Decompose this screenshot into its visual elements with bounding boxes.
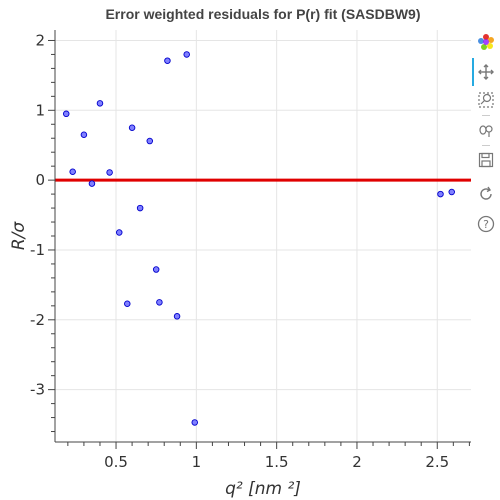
y-tick-label: -2 <box>30 311 45 329</box>
grid <box>55 30 471 442</box>
chart-title: Error weighted residuals for P(r) fit (S… <box>105 6 421 22</box>
data-point <box>128 124 136 132</box>
data-point <box>152 266 160 273</box>
x-axis-label: q² [nm ²] <box>225 479 301 499</box>
bokeh-logo-icon[interactable] <box>476 32 496 52</box>
svg-text:?: ? <box>483 218 489 231</box>
y-tick-label: 1 <box>35 101 45 119</box>
data-point <box>164 57 171 64</box>
y-tick-label: -1 <box>30 241 45 259</box>
data-point <box>191 419 198 426</box>
save-tool-icon[interactable] <box>476 150 496 170</box>
y-axis-label: R/σ <box>9 221 29 251</box>
y-tick-label: -3 <box>30 381 45 399</box>
y-tick-label: 0 <box>35 171 45 189</box>
data-point <box>62 110 70 118</box>
x-tick-label: 1 <box>192 453 202 471</box>
x-tick-label: 1.5 <box>265 453 289 471</box>
data-point <box>437 190 444 198</box>
y-tick-label: 2 <box>35 31 45 49</box>
data-point <box>69 168 76 176</box>
x-tick-label: 0.5 <box>104 453 128 471</box>
reset-tool-icon[interactable] <box>476 184 496 204</box>
help-tool-icon[interactable]: ? <box>476 214 496 234</box>
axes: 0.5 1 1.5 2 2.5 2 1 0 -1 -2 -3 <box>30 30 471 471</box>
data-point <box>156 299 163 306</box>
data-point <box>183 51 190 58</box>
box-zoom-tool-icon[interactable] <box>476 90 496 110</box>
data-point <box>173 313 181 320</box>
wheel-zoom-tool-icon[interactable] <box>476 120 496 140</box>
x-tick-label: 2 <box>352 453 362 471</box>
data-point <box>136 204 144 212</box>
plot-toolbar: ? <box>472 26 500 266</box>
pan-tool-icon[interactable] <box>476 62 496 82</box>
data-point <box>88 180 96 187</box>
plot-area[interactable] <box>55 30 471 442</box>
data-point <box>80 131 88 138</box>
data-point <box>115 229 123 236</box>
data-point <box>124 300 131 307</box>
data-point <box>96 100 104 107</box>
data-point <box>146 137 154 145</box>
x-tick-label: 2.5 <box>425 453 449 471</box>
points-layer <box>62 51 455 426</box>
data-point <box>106 169 113 176</box>
data-point <box>448 188 455 196</box>
